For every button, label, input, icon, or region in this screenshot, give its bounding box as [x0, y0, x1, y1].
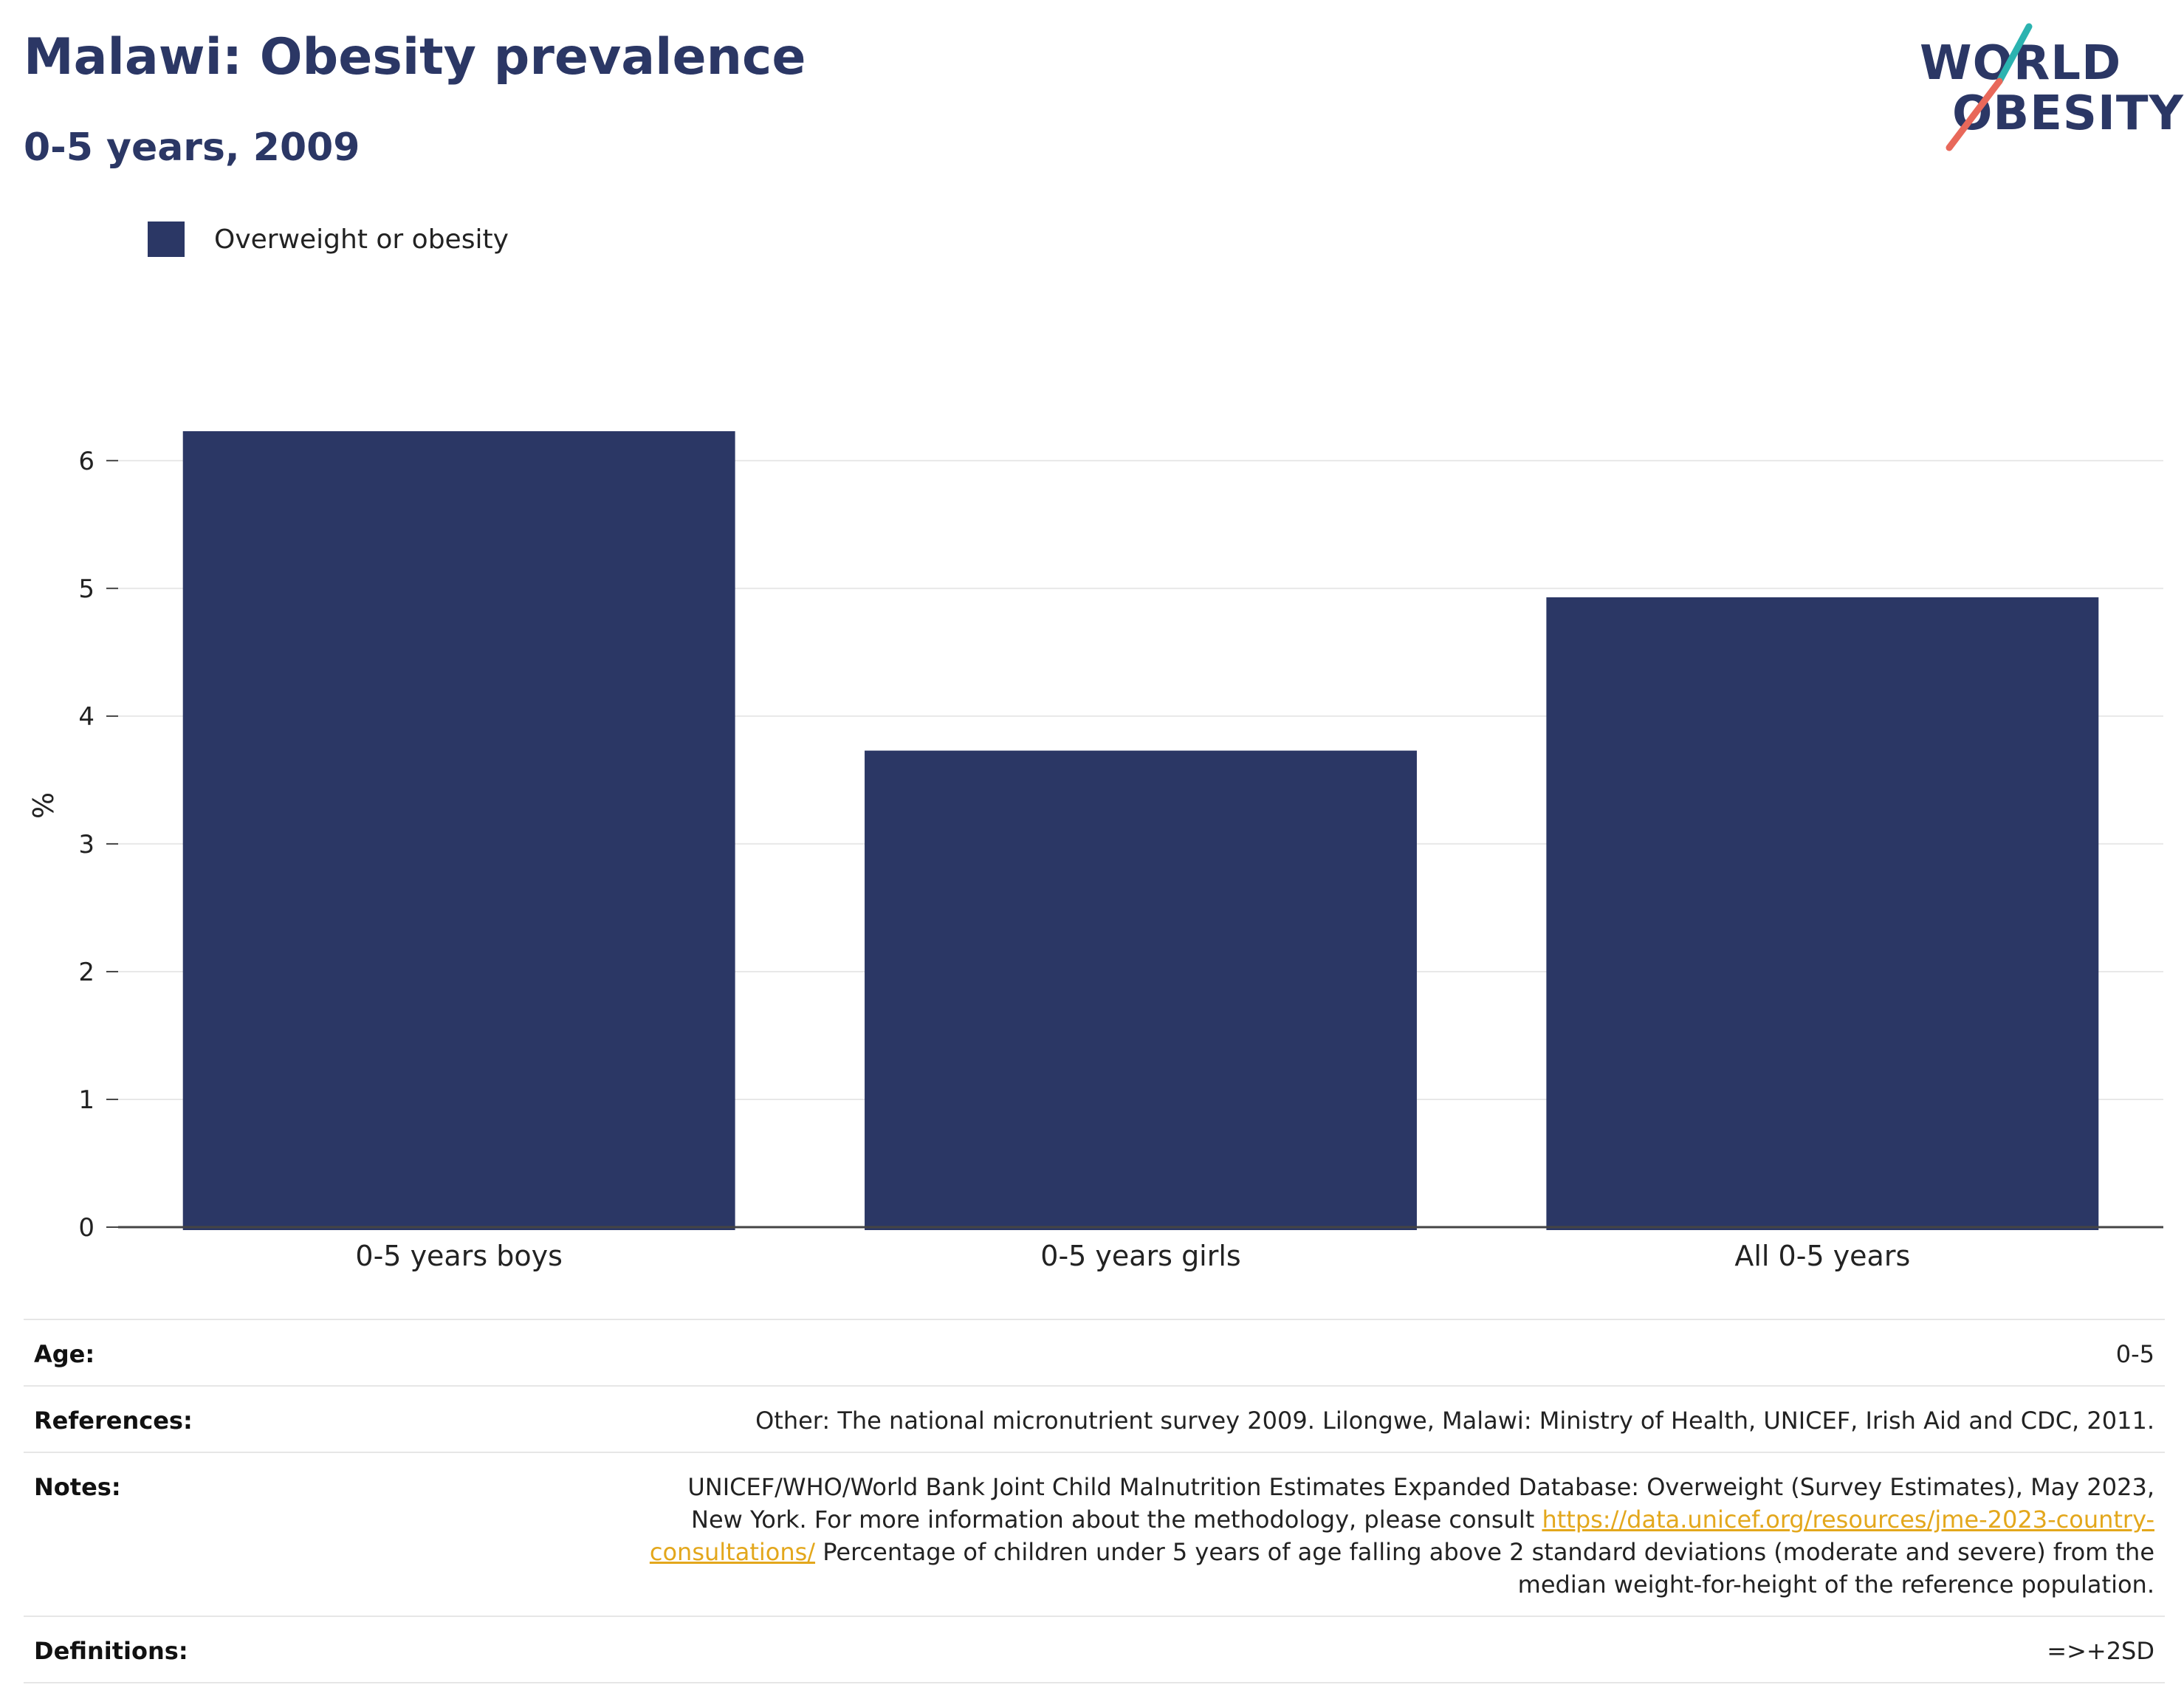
notes-link[interactable]: https://data.unicef.org/resources/jme-20…	[649, 1506, 2154, 1566]
bar	[182, 431, 735, 1230]
y-tick-label: 1	[78, 1085, 95, 1115]
y-axis-label: %	[27, 792, 60, 819]
metadata-table: Age: 0-5 References: Other: The national…	[24, 1319, 2165, 1683]
notes-text: UNICEF/WHO/World Bank Joint Child Malnut…	[687, 1473, 2154, 1534]
y-tick-label: 0	[78, 1213, 95, 1243]
bar-chart: 0 1 2 3 4 5 6% 0-5 years boys 0-5 years girls All…	[27, 431, 2163, 1272]
x-tick-label: All 0-5 years	[1734, 1240, 1910, 1272]
world-obesity-logo: WORLD OBESITY	[1920, 22, 2183, 155]
legend-swatch	[148, 222, 185, 257]
x-tick-label: 0-5 years boys	[355, 1240, 562, 1272]
logo-slash-icon	[1946, 23, 2033, 151]
definitions-value: =>+2SD	[2047, 1637, 2154, 1665]
bar	[1546, 597, 2099, 1230]
x-tick-label: 0-5 years girls	[1040, 1240, 1240, 1272]
meta-row-age: Age: 0-5	[24, 1319, 2165, 1385]
legend: Overweight or obesity	[148, 220, 509, 258]
meta-row-notes: Notes: UNICEF/WHO/World Bank Joint Child…	[24, 1452, 2165, 1616]
y-tick-label: 5	[78, 574, 95, 604]
age-label: Age:	[34, 1340, 95, 1368]
meta-row-references: References: Other: The national micronut…	[24, 1385, 2165, 1452]
y-tick-label: 4	[78, 702, 95, 732]
legend-label: Overweight or obesity	[214, 224, 509, 255]
notes-value: UNICEF/WHO/World Bank Joint Child Malnut…	[641, 1471, 2154, 1601]
y-tick-label: 2	[78, 958, 95, 987]
references-value: Other: The national micronutrient survey…	[755, 1407, 2154, 1435]
references-label: References:	[34, 1407, 193, 1435]
meta-row-definitions: Definitions: =>+2SD	[24, 1616, 2165, 1683]
notes-label: Notes:	[34, 1473, 121, 1501]
chart-title: Malawi: Obesity prevalence	[24, 28, 806, 86]
y-tick-label: 6	[78, 447, 95, 476]
age-value: 0-5	[2115, 1340, 2154, 1368]
y-tick-label: 3	[78, 830, 95, 859]
bar	[865, 750, 1417, 1230]
definitions-label: Definitions:	[34, 1637, 188, 1665]
chart-subtitle: 0-5 years, 2009	[24, 126, 360, 170]
notes-text-after: Percentage of children under 5 years of …	[823, 1538, 2154, 1599]
